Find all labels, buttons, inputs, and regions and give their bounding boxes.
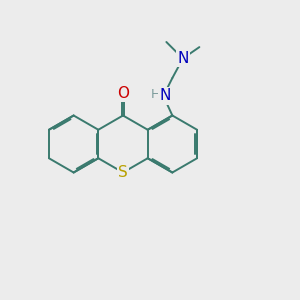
Text: S: S	[118, 165, 128, 180]
Text: H: H	[150, 88, 160, 101]
Text: N: N	[159, 88, 171, 104]
Text: O: O	[117, 85, 129, 100]
Text: N: N	[177, 51, 189, 66]
